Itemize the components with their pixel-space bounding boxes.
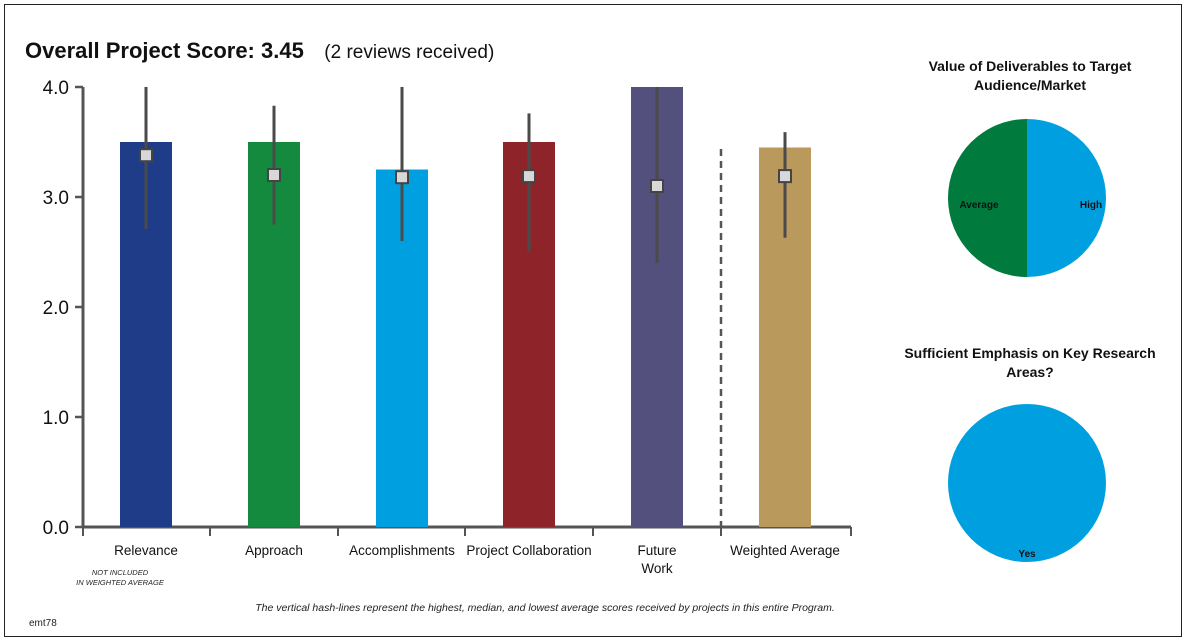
pie-emphasis-title-line-2: Areas? bbox=[1006, 364, 1054, 380]
program-median-marker bbox=[267, 168, 281, 182]
report-frame: Overall Project Score: 3.45 (2 reviews r… bbox=[4, 4, 1182, 637]
program-median-marker bbox=[522, 169, 536, 184]
title-row: Overall Project Score: 3.45 (2 reviews r… bbox=[25, 38, 494, 64]
y-tick-label: 4.0 bbox=[43, 78, 69, 99]
reviews-count: (2 reviews received) bbox=[324, 42, 495, 63]
pie-emphasis-title: Sufficient Emphasis on Key Research Area… bbox=[885, 344, 1175, 382]
pie-emphasis-slice-yes bbox=[948, 404, 1106, 562]
y-tick-label: 0.0 bbox=[43, 518, 69, 539]
pie-deliverables-slice-high bbox=[1027, 119, 1106, 277]
category-label: Accomplishments bbox=[349, 543, 455, 558]
pie-deliverables-slice-average bbox=[948, 119, 1027, 277]
pie-emphasis-label-yes: Yes bbox=[1018, 549, 1036, 560]
y-tick-label: 1.0 bbox=[43, 408, 69, 429]
score-bar-chart: 0.0 1.0 2.0 3.0 4.0 Relevance Approach Accompli… bbox=[43, 78, 852, 587]
category-label: Weighted Average bbox=[730, 543, 840, 558]
pie-deliverables-label-average: Average bbox=[959, 200, 999, 211]
overall-score-title: Overall Project Score: 3.45 bbox=[25, 38, 304, 63]
category-label: Future bbox=[637, 543, 676, 558]
category-label: Work bbox=[641, 561, 673, 576]
pie-deliverables: High Average bbox=[948, 119, 1106, 277]
project-code: emt78 bbox=[29, 618, 57, 629]
y-tick-label: 3.0 bbox=[43, 188, 69, 209]
y-tick-label: 2.0 bbox=[43, 298, 69, 319]
category-label: Project Collaboration bbox=[466, 543, 591, 558]
program-median-marker bbox=[395, 170, 409, 185]
pie-deliverables-title-line-1: Value of Deliverables to Target bbox=[928, 58, 1132, 74]
program-median-marker bbox=[139, 148, 153, 163]
pie-deliverables-title-line-2: Audience/Market bbox=[973, 77, 1087, 93]
category-label: Relevance bbox=[114, 543, 178, 558]
pie-deliverables-title: Value of Deliverables to Target Audience… bbox=[885, 57, 1175, 95]
footnote: The vertical hash-lines represent the hi… bbox=[255, 602, 835, 614]
relevance-note: IN WEIGHTED AVERAGE bbox=[76, 578, 165, 587]
category-label: Approach bbox=[245, 543, 303, 558]
pie-emphasis: Yes bbox=[948, 404, 1106, 562]
program-median-marker bbox=[778, 169, 792, 184]
relevance-note: NOT INCLUDED bbox=[92, 568, 149, 577]
pie-emphasis-title-line-1: Sufficient Emphasis on Key Research bbox=[904, 345, 1156, 361]
program-median-marker bbox=[650, 179, 664, 193]
pie-deliverables-label-high: High bbox=[1080, 200, 1102, 211]
